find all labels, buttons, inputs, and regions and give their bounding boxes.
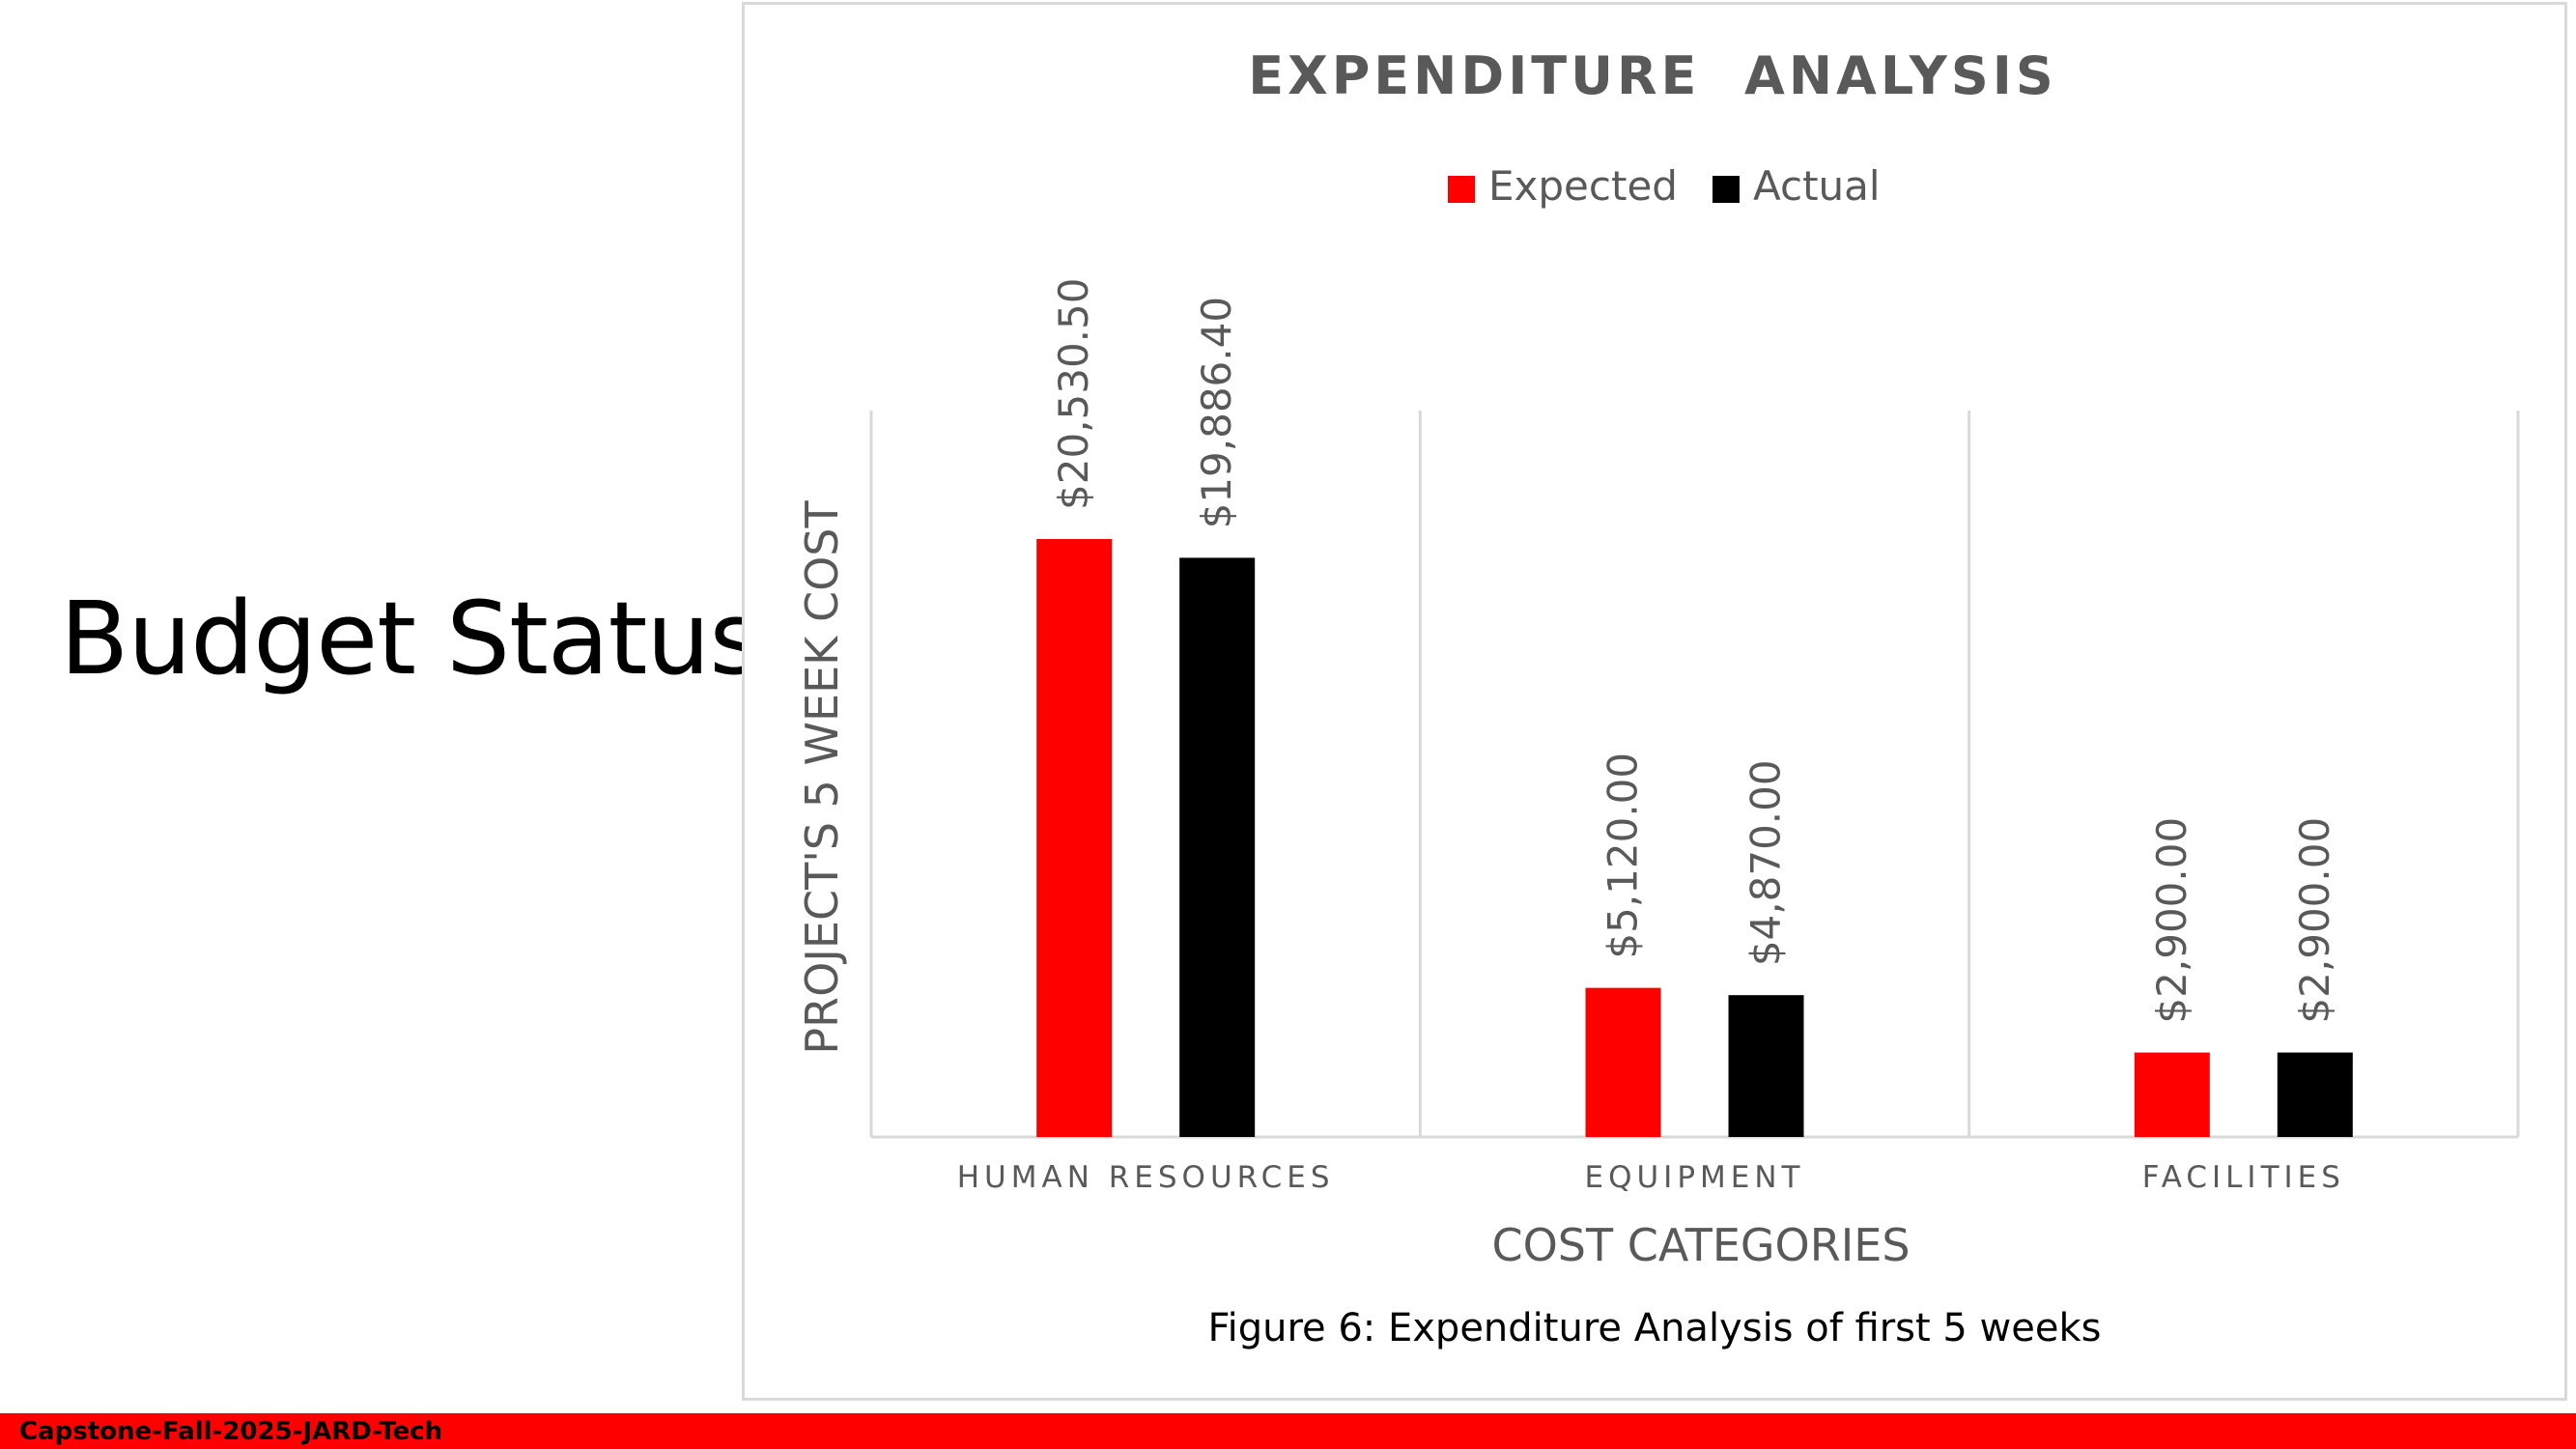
data-label: $2,900.00 xyxy=(2291,817,2338,1024)
chart-legend: Expected Actual xyxy=(1448,162,1881,210)
category-tick-label: EQUIPMENT xyxy=(1585,1160,1805,1195)
plot-grid xyxy=(869,411,2520,1139)
data-label: $4,870.00 xyxy=(1742,759,1790,966)
expenditure-chart: EXPENDITURE ANALYSIS Expected Actual PROJ… xyxy=(796,45,2520,1271)
data-label: $19,886.40 xyxy=(1193,297,1240,528)
data-label: $2,900.00 xyxy=(2148,817,2195,1024)
bar-actual-2 xyxy=(2277,1052,2353,1137)
data-label: $20,530.50 xyxy=(1050,278,1097,510)
chart-title: EXPENDITURE ANALYSIS xyxy=(1248,45,2057,106)
category-tick-label: HUMAN RESOURCES xyxy=(957,1160,1335,1195)
bar-actual-0 xyxy=(1179,557,1256,1137)
legend-swatch-actual xyxy=(1713,176,1740,203)
bar-expected-1 xyxy=(1585,987,1661,1137)
chart-frame: EXPENDITURE ANALYSIS Expected Actual PROJ… xyxy=(742,2,2567,1401)
category-tick-label: FACILITIES xyxy=(2142,1160,2345,1195)
footer-text: Capstone-Fall-2025-JARD-Tech xyxy=(19,1417,443,1446)
figure-caption: Figure 6: Expenditure Analysis of first … xyxy=(1207,1306,2102,1350)
bar-expected-2 xyxy=(2134,1052,2210,1137)
legend-label-actual: Actual xyxy=(1753,162,1881,210)
plot-bars xyxy=(1036,539,2353,1137)
footer-bar: Capstone-Fall-2025-JARD-Tech xyxy=(0,1413,2576,1449)
legend-swatch-expected xyxy=(1448,176,1475,203)
bar-actual-1 xyxy=(1728,995,1804,1137)
category-labels: HUMAN RESOURCES EQUIPMENT FACILITIES xyxy=(957,1160,2345,1195)
bar-expected-0 xyxy=(1036,539,1113,1137)
data-label: $5,120.00 xyxy=(1599,753,1647,959)
slide-title: Budget Status xyxy=(60,580,762,697)
y-axis-label: PROJECT'S 5 WEEK COST xyxy=(796,500,848,1055)
x-axis-label: COST CATEGORIES xyxy=(1491,1219,1910,1271)
plot-labels: $20,530.50 $19,886.40 $5,120.00 $4,870.00 $2… xyxy=(1050,278,2338,1024)
legend-label-expected: Expected xyxy=(1488,162,1678,210)
